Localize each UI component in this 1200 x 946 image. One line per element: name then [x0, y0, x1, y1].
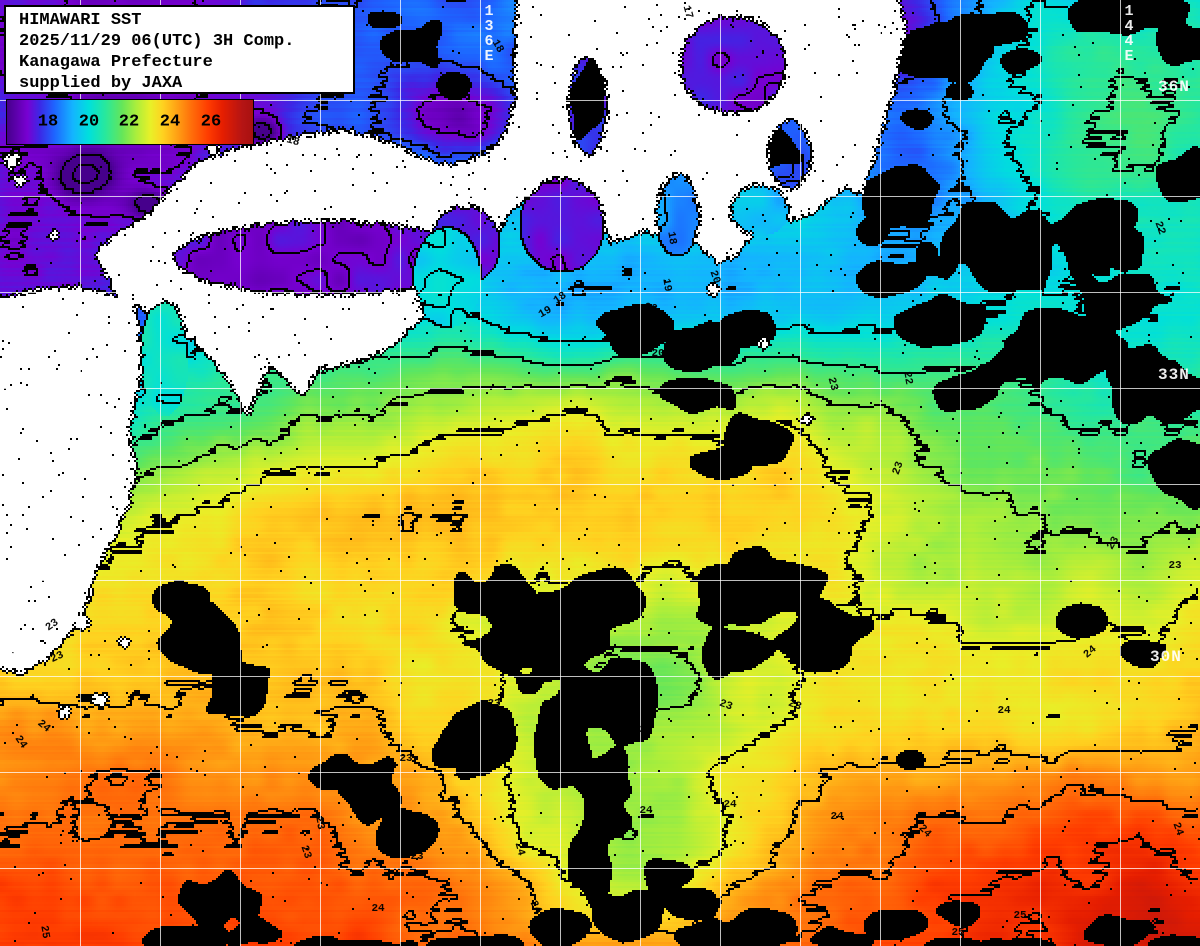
lon-label-144e: 144E [1124, 3, 1134, 65]
map-title-box: HIMAWARI SST 2025/11/29 06(UTC) 3H Comp.… [4, 5, 355, 94]
scale-tick-22: 22 [118, 112, 140, 132]
scale-tick-18: 18 [37, 112, 59, 132]
scale-tick-26: 26 [200, 112, 222, 132]
lat-label-30n-left: 30N [8, 646, 40, 664]
lat-label-36n: 36N [1158, 78, 1190, 96]
color-scale-bar: 18 20 22 24 26 [6, 99, 254, 145]
scale-tick-20: 20 [78, 112, 100, 132]
product-credit: supplied by JAXA [19, 74, 183, 93]
lat-label-33n: 33N [1158, 366, 1190, 384]
scale-tick-24: 24 [159, 112, 181, 132]
product-datetime: 2025/11/29 06(UTC) 3H Comp. [19, 32, 295, 51]
product-region: Kanagawa Prefecture [19, 53, 213, 72]
lat-label-30n-right: 30N [1150, 648, 1182, 666]
lon-label-136e: 136E [484, 3, 494, 65]
product-title: HIMAWARI SST [19, 11, 142, 30]
